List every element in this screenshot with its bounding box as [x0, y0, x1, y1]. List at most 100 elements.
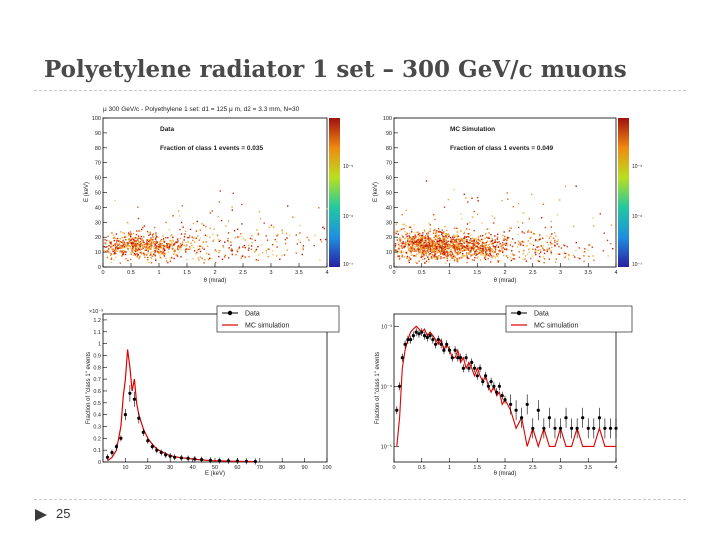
heatmap-cell: [484, 244, 486, 247]
heatmap-cell: [498, 251, 501, 253]
heatmap-cell: [184, 249, 186, 251]
heatmap-cell: [472, 241, 475, 243]
heatmap-mc-label: MC Simulation: [450, 126, 495, 133]
heatmap-cell: [136, 243, 138, 246]
heatmap-cell: [165, 237, 167, 239]
heatmap-cell: [457, 231, 459, 234]
heatmap-cell: [114, 243, 116, 245]
heatmap-cell: [430, 241, 432, 243]
heatmap-cell: [419, 250, 421, 252]
heatmap-cell: [494, 239, 496, 241]
heatmap-cell: [177, 240, 179, 242]
heatmap-cell: [460, 213, 462, 215]
heatmap-cell: [400, 238, 402, 240]
heatmap-cell: [556, 214, 559, 216]
heatmap-cell: [159, 243, 161, 245]
heatmap-cell: [324, 238, 327, 241]
heatmap-cell: [227, 232, 230, 234]
heatmap-cell: [410, 250, 413, 252]
heatmap-cell: [523, 232, 525, 234]
heatmap-cell: [113, 251, 116, 253]
heatmap-cell: [160, 250, 162, 253]
heatmap-cell: [258, 210, 261, 213]
heatmap-cell: [512, 258, 514, 260]
heatmap-cell: [127, 248, 129, 250]
heatmap-cell: [130, 239, 133, 241]
heatmap-cell: [610, 224, 613, 226]
heatmap-cell: [432, 232, 435, 234]
heatmap-cell: [197, 245, 199, 247]
heatmap-cell: [249, 237, 252, 240]
heatmap-cell: [414, 250, 416, 252]
heatmap-cell: [158, 246, 160, 248]
heatmap-cell: [480, 252, 482, 254]
y-tick-label: 40: [95, 205, 101, 211]
heatmap-cell: [415, 244, 417, 246]
heatmap-cell: [140, 235, 143, 238]
heatmap-cell: [448, 235, 450, 237]
heatmap-cell: [257, 259, 259, 261]
heatmap-cell: [564, 256, 566, 259]
heatmap-cell: [242, 255, 244, 257]
heatmap-cell: [433, 244, 436, 247]
heatmap-cell: [445, 257, 447, 259]
heatmap-cell: [450, 240, 452, 242]
heatmap-cell: [400, 242, 403, 244]
heatmap-cell: [430, 240, 432, 242]
heatmap-cell: [143, 244, 146, 246]
heatmap-cell: [228, 247, 231, 249]
data-point: [431, 338, 435, 342]
heatmap-cell: [435, 233, 437, 235]
heatmap-cell: [276, 255, 278, 257]
heatmap-cell: [537, 260, 539, 262]
heatmap-cell: [451, 251, 453, 253]
heatmap-cell: [122, 242, 124, 244]
heatmap-cell: [471, 237, 474, 239]
heatmap-cell: [403, 246, 405, 249]
y-tick-label: 0.1: [93, 448, 101, 454]
heatmap-cell: [163, 244, 165, 247]
data-point: [470, 360, 474, 364]
heatmap-cell: [150, 258, 153, 260]
heatmap-cell: [411, 247, 413, 249]
heatmap-cell: [528, 218, 530, 220]
heatmap-cell: [406, 235, 408, 237]
data-point: [495, 390, 499, 394]
heatmap-cell: [408, 261, 410, 264]
heatmap-cell: [248, 247, 250, 249]
y-tick-label: 20: [386, 235, 392, 241]
heatmap-cell: [512, 206, 514, 208]
heatmap-cell: [143, 247, 145, 249]
heatmap-cell: [481, 251, 483, 253]
heatmap-cell: [136, 230, 138, 232]
heatmap-cell: [240, 233, 242, 235]
heatmap-cell: [257, 246, 259, 248]
heatmap-cell: [143, 252, 145, 254]
heatmap-cell: [575, 185, 577, 187]
heatmap-cell: [454, 252, 457, 254]
heatmap-cell: [494, 241, 496, 243]
heatmap-cell: [479, 240, 481, 242]
heatmap-cell: [448, 247, 450, 249]
heatmap-cell: [124, 246, 127, 249]
heatmap-cell: [422, 235, 424, 237]
heatmap-cell: [483, 257, 486, 259]
heatmap-cell: [129, 241, 132, 243]
heatmap-cell: [421, 248, 423, 251]
heatmap-cell: [163, 240, 166, 243]
heatmap-cell: [485, 252, 487, 254]
y-tick-label: 0.7: [93, 377, 101, 383]
data-point: [200, 458, 204, 462]
heatmap-cell: [418, 252, 420, 254]
heatmap-cell: [191, 236, 193, 238]
heatmap-cell: [184, 233, 186, 235]
heatmap-cell: [417, 231, 419, 233]
heatmap-cell: [409, 257, 411, 259]
heatmap-cell: [399, 238, 401, 240]
heatmap-cell: [146, 245, 149, 248]
heatmap-cell: [579, 257, 581, 260]
heatmap-cell: [551, 243, 553, 245]
heatmap-cell: [475, 254, 477, 257]
heatmap-cell: [129, 234, 131, 237]
